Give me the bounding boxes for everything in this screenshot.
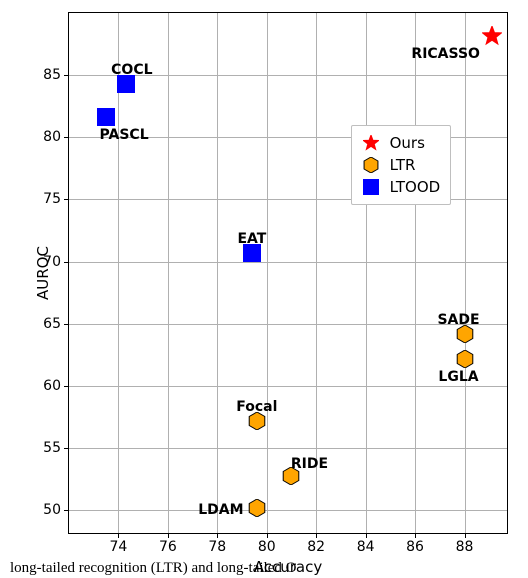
y-tick-label: 75 <box>43 191 61 207</box>
data-point <box>248 412 266 434</box>
data-point <box>456 325 474 347</box>
x-tick-label: 84 <box>357 539 375 555</box>
hexagon-icon <box>360 156 382 174</box>
plot-area: 74767880828486885055606570758085RICASSOS… <box>68 12 508 534</box>
x-tick-label: 76 <box>159 539 177 555</box>
legend-item: LTOOD <box>360 176 441 198</box>
caption-fragment: long-tailed recognition (LTR) and long-t… <box>10 560 296 577</box>
legend-label: LTR <box>390 156 416 174</box>
legend-label: LTOOD <box>390 178 441 196</box>
y-tick-label: 65 <box>43 316 61 332</box>
point-label: LDAM <box>198 502 243 518</box>
legend-item: Ours <box>360 132 441 154</box>
legend-item: LTR <box>360 154 441 176</box>
y-tick-label: 80 <box>43 129 61 145</box>
point-label: PASCL <box>100 127 149 143</box>
x-tick-label: 82 <box>307 539 325 555</box>
y-tick-label: 60 <box>43 378 61 394</box>
y-tick-label: 85 <box>43 67 61 83</box>
x-tick-label: 86 <box>406 539 424 555</box>
data-point <box>117 75 135 97</box>
square-icon <box>360 178 382 196</box>
point-label: EAT <box>237 231 266 247</box>
data-point <box>482 26 502 50</box>
star-icon <box>360 134 382 152</box>
point-label: RIDE <box>291 456 328 472</box>
y-tick-label: 55 <box>43 440 61 456</box>
point-label: RICASSO <box>411 46 480 62</box>
x-tick-label: 78 <box>208 539 226 555</box>
point-label: Focal <box>236 399 277 415</box>
y-tick-label: 50 <box>43 502 61 518</box>
y-axis-label: AUROC <box>34 246 52 300</box>
x-tick-label: 74 <box>110 539 128 555</box>
point-label: SADE <box>437 312 479 328</box>
x-tick-label: 80 <box>258 539 276 555</box>
scatter-chart: 74767880828486885055606570758085RICASSOS… <box>68 12 508 534</box>
data-point <box>248 499 266 521</box>
x-tick-label: 88 <box>456 539 474 555</box>
point-label: LGLA <box>438 369 478 385</box>
data-point <box>243 244 261 266</box>
legend-label: Ours <box>390 134 425 152</box>
legend: Ours LTR LTOOD <box>351 125 452 205</box>
point-label: COCL <box>111 62 152 78</box>
